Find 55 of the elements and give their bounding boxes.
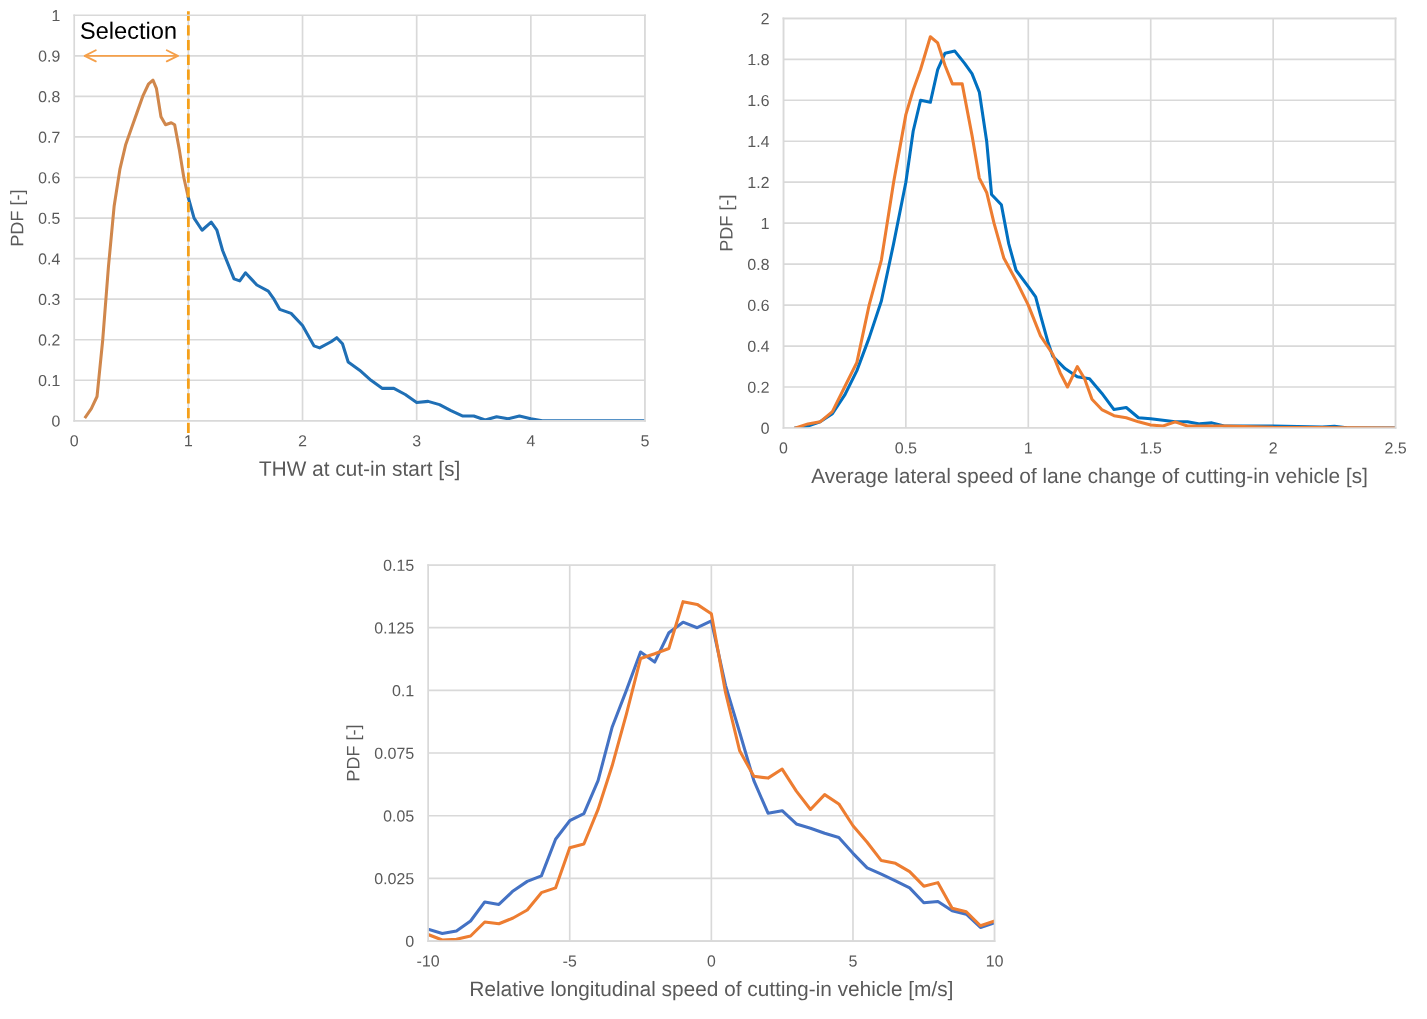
x-tick-label: 10: [986, 955, 1003, 967]
x-tick-label: 0: [70, 435, 79, 447]
y-tick-label: 0.05: [383, 810, 414, 822]
x-tick-label: 2: [298, 435, 307, 447]
x-tick-label: 4: [526, 435, 535, 447]
x-tick-label: 5: [641, 435, 649, 447]
y-tick-label: 0: [52, 415, 60, 427]
annotation: Selection: [80, 21, 176, 40]
y-tick-label: 0.4: [38, 253, 60, 265]
x-tick-label: 0.5: [895, 442, 917, 454]
y-tick-label: 0.3: [38, 293, 60, 306]
x-axis-title: Relative longitudinal speed of cutting-in vehicle [m/s]: [471, 980, 952, 1001]
y-axis-title: PDF [-]: [346, 725, 364, 781]
y-tick-label: 0.075: [374, 747, 414, 759]
x-tick-label: 0: [707, 955, 716, 967]
y-tick-label: 0: [405, 935, 414, 947]
y-tick-label: 2: [761, 12, 769, 25]
y-tick-label: 0.8: [38, 91, 60, 103]
x-tick-label: -5: [563, 955, 577, 967]
x-tick-label: 5: [849, 955, 857, 967]
y-tick-label: 0.1: [392, 685, 414, 697]
y-tick-label: 1.2: [748, 176, 769, 188]
y-tick-label: 0.6: [747, 299, 769, 312]
line-series: [84, 78, 190, 419]
y-tick-label: 0: [761, 422, 769, 434]
y-tick-label: 0.9: [38, 50, 60, 62]
x-tick-label: 2: [1269, 442, 1277, 454]
x-axis-title: Average lateral speed of lane change of cutting-in vehicle [s]: [811, 467, 1367, 488]
y-tick-label: 0.025: [374, 873, 414, 885]
y-axis-title: PDF [-]: [10, 190, 27, 246]
line-series: [186, 196, 645, 421]
x-axis-title: THW at cut-in start [s]: [259, 460, 459, 481]
y-tick-label: 0.6: [38, 172, 60, 184]
x-tick-label: 2.5: [1385, 442, 1407, 454]
y-tick-label: 1: [761, 217, 769, 229]
y-tick-label: 0.125: [374, 622, 414, 634]
x-tick-label: 1.5: [1140, 442, 1162, 454]
y-tick-label: 1.8: [748, 53, 769, 66]
x-tick-label: 1: [185, 435, 193, 447]
y-tick-label: 0.5: [38, 212, 60, 225]
y-tick-label: 0.7: [38, 131, 60, 143]
y-tick-label: 1.4: [748, 136, 770, 148]
y-tick-label: 0.2: [747, 381, 769, 393]
y-tick-label: 0.15: [383, 559, 414, 571]
x-tick-label: 3: [412, 435, 421, 447]
y-axis-title: PDF [-]: [719, 195, 737, 251]
y-tick-label: 1.6: [748, 94, 769, 107]
y-tick-label: 0.2: [38, 334, 60, 346]
y-tick-label: 1: [52, 10, 60, 22]
y-tick-label: 0.8: [747, 258, 769, 271]
x-tick-label: -10: [417, 955, 440, 967]
x-tick-label: 0: [779, 442, 788, 454]
y-tick-label: 0.4: [747, 340, 770, 352]
x-tick-label: 1: [1025, 442, 1032, 454]
y-tick-label: 0.1: [38, 374, 60, 387]
